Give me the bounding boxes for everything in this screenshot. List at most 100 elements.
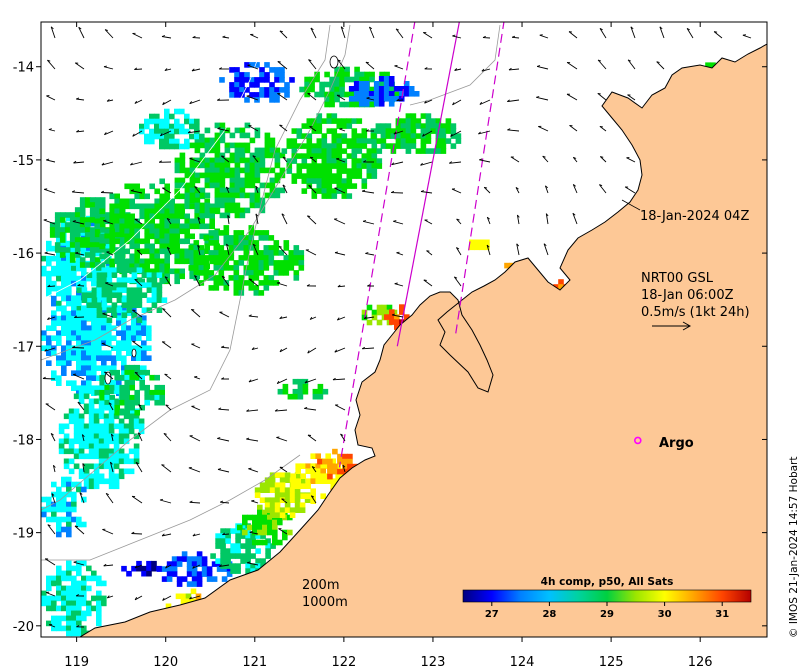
current-arrow xyxy=(510,156,520,163)
current-arrow xyxy=(81,434,85,442)
colorbar-tick-label: 31 xyxy=(715,609,729,620)
current-arrow xyxy=(73,561,85,566)
current-arrow xyxy=(276,378,288,385)
current-arrow xyxy=(226,243,230,256)
current-arrow xyxy=(337,59,346,70)
current-arrow xyxy=(164,68,172,72)
current-arrow xyxy=(486,244,491,256)
current-arrow xyxy=(194,186,201,194)
islands xyxy=(104,55,339,385)
current-arrow xyxy=(165,404,172,411)
current-arrow xyxy=(599,28,607,39)
current-arrow xyxy=(452,34,462,39)
current-arrow xyxy=(310,495,317,504)
argo-label: Argo xyxy=(659,436,694,451)
isobath-deep xyxy=(41,24,271,301)
current-arrow xyxy=(277,61,288,70)
current-arrow xyxy=(191,308,201,318)
map-frame xyxy=(40,21,768,638)
sst-patch xyxy=(317,448,358,480)
lat-tick-label: -14 xyxy=(13,61,34,76)
sst-patch xyxy=(281,113,383,199)
current-arrow xyxy=(599,156,607,163)
current-source-label: NRT00 GSL xyxy=(641,271,714,286)
current-arrow xyxy=(310,27,317,39)
current-arrow xyxy=(686,28,694,39)
current-arrow xyxy=(222,532,230,536)
current-arrow xyxy=(340,26,346,39)
current-arrow xyxy=(104,130,114,136)
current-arrow xyxy=(73,160,85,164)
current-arrow xyxy=(188,466,201,473)
sst-patch xyxy=(76,262,168,323)
colorbar-tick-label: 30 xyxy=(658,609,672,620)
current-arrow xyxy=(478,130,491,135)
current-arrow xyxy=(251,347,259,351)
sst-layer xyxy=(41,62,741,637)
current-arrow xyxy=(106,595,114,599)
current-arrow xyxy=(456,218,462,225)
sst-patch xyxy=(188,225,305,296)
current-arrow xyxy=(161,533,172,537)
current-arrow xyxy=(43,218,56,225)
current-arrow xyxy=(132,340,143,349)
current-arrow xyxy=(162,595,172,601)
current-arrow xyxy=(627,59,636,70)
current-arrow xyxy=(217,468,230,473)
current-arrow xyxy=(456,247,462,256)
current-arrow xyxy=(363,160,374,163)
current-arrow xyxy=(134,218,143,225)
current-arrow xyxy=(246,409,259,412)
current-arrow xyxy=(106,98,114,102)
current-arrow xyxy=(276,436,288,442)
current-arrow xyxy=(102,312,114,318)
current-arrow xyxy=(365,129,375,132)
current-arrow xyxy=(627,94,636,101)
current-arrow xyxy=(161,341,172,349)
current-arrow xyxy=(132,309,143,318)
isobath-lines xyxy=(41,24,501,561)
current-arrow xyxy=(308,59,317,70)
current-arrow xyxy=(279,316,288,320)
current-arrow xyxy=(544,185,549,194)
current-arrow xyxy=(340,433,346,442)
current-arrow xyxy=(248,314,259,318)
sst-patch xyxy=(174,122,286,219)
current-arrow xyxy=(78,26,85,39)
current-arrow xyxy=(391,190,404,194)
isobath-1000m xyxy=(41,24,351,361)
current-arrow xyxy=(248,125,259,132)
map-axes: 119 120 121 122 123 124 125 126 -14 -15 -16 -17 -18 -… xyxy=(13,22,767,670)
current-arrow xyxy=(217,127,230,132)
current-arrow xyxy=(454,68,462,71)
current-arrow xyxy=(365,252,375,256)
current-arrow xyxy=(507,128,520,132)
current-arrow xyxy=(597,59,607,70)
current-arrow xyxy=(539,34,549,39)
current-arrow xyxy=(108,402,114,411)
current-arrow xyxy=(189,435,201,442)
current-arrow xyxy=(566,61,578,70)
colorbar-gradient xyxy=(462,589,752,603)
current-arrow xyxy=(110,433,114,442)
current-arrow xyxy=(334,218,346,225)
current-arrow xyxy=(194,275,201,287)
current-arrow xyxy=(334,347,346,353)
colorbar-tick-label: 28 xyxy=(542,609,556,620)
current-arrow xyxy=(191,68,201,72)
current-arrow xyxy=(218,67,229,70)
current-arrow xyxy=(109,461,114,473)
isobath-200m xyxy=(41,24,331,511)
current-arrow xyxy=(391,313,404,318)
current-arrow xyxy=(191,343,201,349)
colorbar-title: 4h comp, p50, All Sats xyxy=(541,576,674,588)
current-arrow xyxy=(279,466,288,473)
current-arrow xyxy=(227,215,230,225)
colorbar-tick-label: 29 xyxy=(600,609,614,620)
current-arrow xyxy=(77,401,85,411)
current-arrow xyxy=(219,564,230,567)
current-arrow xyxy=(103,219,114,225)
current-arrow xyxy=(221,155,230,163)
sst-patch xyxy=(254,472,311,518)
